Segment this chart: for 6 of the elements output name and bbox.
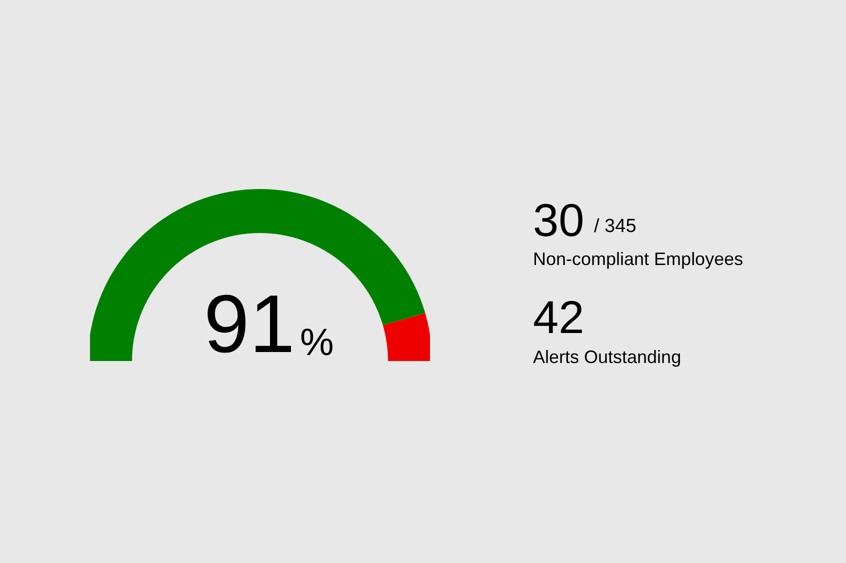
text: Alerts Outstanding: [533, 347, 682, 367]
text: 42: [533, 291, 584, 343]
text: / 345: [594, 216, 636, 237]
text: 30: [533, 194, 584, 246]
text: 91%: [204, 279, 334, 370]
text: Non-compliant Employees: [533, 249, 744, 269]
